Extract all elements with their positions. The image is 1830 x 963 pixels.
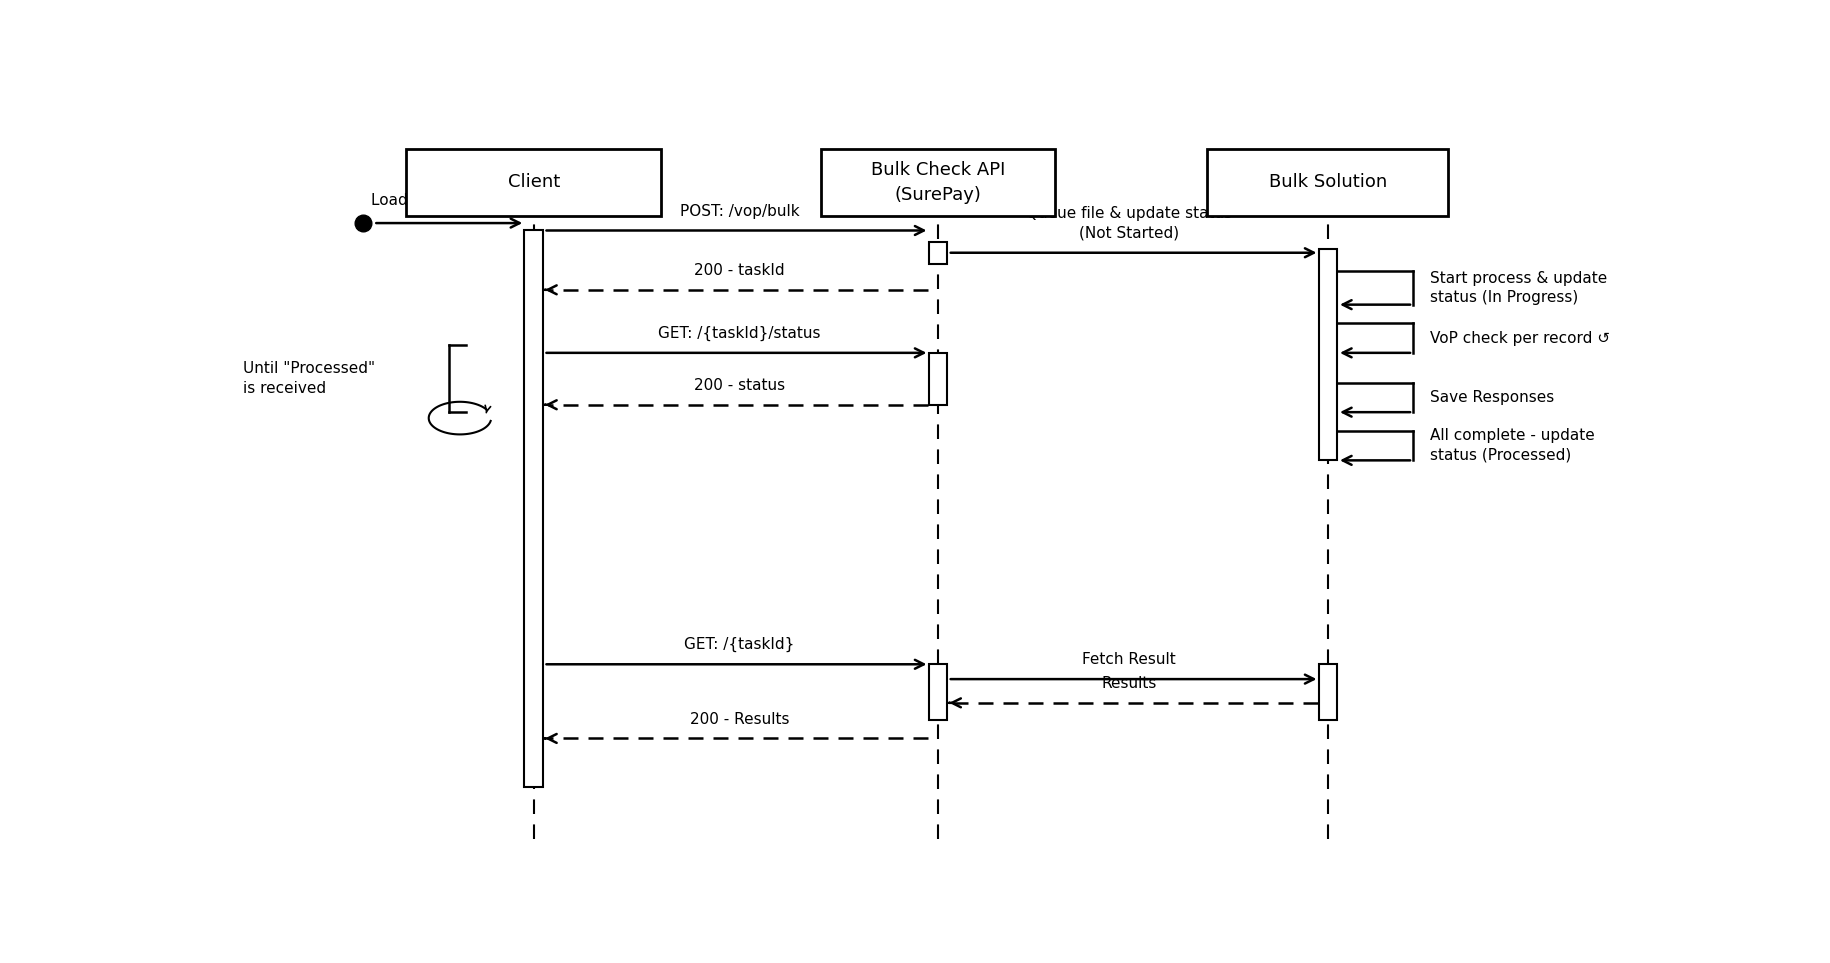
Text: Fetch Result: Fetch Result bbox=[1083, 652, 1177, 667]
Text: Client: Client bbox=[507, 173, 560, 192]
Bar bbox=[822, 149, 1054, 216]
Text: Results: Results bbox=[1102, 676, 1157, 691]
Text: POST: /vop/bulk: POST: /vop/bulk bbox=[679, 203, 800, 219]
Text: All complete - update
status (Processed): All complete - update status (Processed) bbox=[1429, 429, 1594, 463]
Text: Bulk Solution: Bulk Solution bbox=[1268, 173, 1387, 192]
Text: 200 - taskId: 200 - taskId bbox=[694, 263, 785, 278]
Text: 200 - status: 200 - status bbox=[694, 377, 785, 393]
Text: Until "Processed"
is received: Until "Processed" is received bbox=[243, 361, 375, 396]
Bar bbox=[1319, 664, 1338, 720]
Text: Start process & update
status (In Progress): Start process & update status (In Progre… bbox=[1429, 271, 1607, 305]
Text: Queue file & update status
(Not Started): Queue file & update status (Not Started) bbox=[1027, 206, 1232, 241]
Bar bbox=[1208, 149, 1449, 216]
Text: GET: /{taskId}/status: GET: /{taskId}/status bbox=[659, 325, 820, 341]
Text: GET: /{taskId}: GET: /{taskId} bbox=[684, 638, 794, 652]
Bar bbox=[406, 149, 661, 216]
Bar bbox=[928, 242, 948, 264]
Text: Load Batch: Load Batch bbox=[370, 194, 456, 208]
Bar bbox=[525, 230, 544, 787]
Text: 200 - Results: 200 - Results bbox=[690, 712, 789, 726]
Text: VoP check per record ↺: VoP check per record ↺ bbox=[1429, 330, 1610, 346]
Bar bbox=[928, 664, 948, 720]
Text: Save Responses: Save Responses bbox=[1429, 390, 1554, 404]
Bar bbox=[1319, 249, 1338, 460]
Text: Bulk Check API
(SurePay): Bulk Check API (SurePay) bbox=[871, 161, 1005, 204]
Bar bbox=[928, 352, 948, 404]
